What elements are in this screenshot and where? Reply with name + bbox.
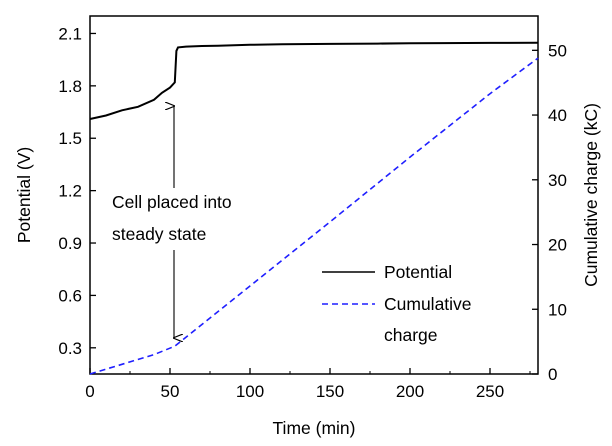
legend-label-potential: Potential [384, 262, 452, 282]
y-right-tick-label: 30 [548, 171, 567, 190]
x-tick-label: 200 [396, 382, 424, 401]
y-left-tick-label: 0.3 [58, 339, 82, 358]
y-axis-left-title: Potential (V) [14, 147, 34, 243]
y-axis-right-title: Cumulative charge (kC) [581, 103, 601, 287]
x-axis-title: Time (min) [273, 418, 356, 438]
y-left-tick-label: 2.1 [58, 24, 82, 43]
x-tick-label: 250 [476, 382, 504, 401]
y-left-tick-label: 1.8 [58, 77, 82, 96]
legend: Potential Cumulative charge [322, 262, 472, 345]
y-left-tick-label: 0.6 [58, 286, 82, 305]
plot-area [89, 15, 539, 375]
annotation-line-1: Cell placed into [112, 192, 232, 212]
y-left-tick-label: 1.5 [58, 129, 82, 148]
y-right-tick-label: 40 [548, 106, 567, 125]
y-axis-right: 0 10 20 30 40 50 [532, 41, 567, 384]
x-axis: 0 50 100 150 200 250 [85, 368, 531, 401]
x-tick-label: 150 [316, 382, 344, 401]
legend-label-charge-line-2: charge [384, 325, 438, 345]
y-axis-left: 0.3 0.6 0.9 1.2 1.5 1.8 2.1 [58, 24, 96, 358]
x-tick-label: 100 [236, 382, 264, 401]
series-potential [89, 41, 539, 120]
series-layer [89, 41, 539, 375]
y-right-tick-label: 0 [548, 365, 557, 384]
y-left-tick-label: 0.9 [58, 234, 82, 253]
y-right-tick-label: 10 [548, 300, 567, 319]
annotation-line-2: steady state [112, 224, 206, 244]
y-right-tick-label: 20 [548, 236, 567, 255]
annotation: Cell placed into steady state [112, 106, 232, 338]
y-left-tick-label: 1.2 [58, 182, 82, 201]
plot-frame [89, 15, 539, 375]
series-cumulative-charge [89, 57, 539, 375]
x-tick-label: 50 [161, 382, 180, 401]
x-tick-label: 0 [85, 382, 94, 401]
legend-label-charge-line-1: Cumulative [384, 294, 472, 314]
y-right-tick-label: 50 [548, 41, 567, 60]
